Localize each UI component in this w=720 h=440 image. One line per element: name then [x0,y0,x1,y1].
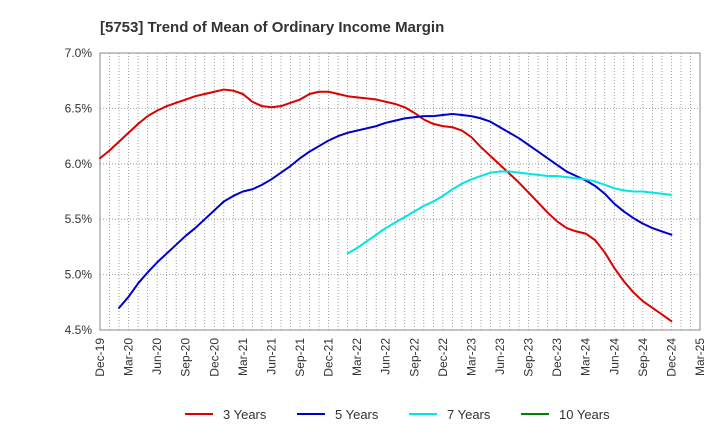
series-group [99,88,673,323]
x-tick-label: Dec-21 [322,338,336,377]
chart-title: [5753] Trend of Mean of Ordinary Income … [100,19,444,36]
series-line-5-years [118,112,673,309]
x-tick-label: Sep-24 [636,338,650,377]
grid [100,53,700,330]
x-tick-label: Sep-23 [522,338,536,377]
legend-label: 5 Years [335,407,379,422]
x-axis: Dec-19 Mar-20 Jun-20 Sep-20 Dec-20 Mar-21 Jun-… [93,338,707,377]
x-tick-label: Mar-25 [693,338,707,376]
x-tick-label: Dec-23 [550,338,564,377]
y-tick-label: 5.0% [65,268,93,282]
x-tick-label: Dec-24 [664,338,678,377]
legend-label: 7 Years [447,407,491,422]
plot-area [99,52,701,331]
y-axis: 4.5% 5.0% 5.5% 6.0% 6.5% 7.0% [65,46,93,337]
y-tick-label: 4.5% [65,323,93,337]
x-tick-label: Sep-20 [179,338,193,377]
legend-label: 10 Years [559,407,610,422]
x-tick-label: Sep-22 [407,338,421,377]
x-tick-label: Mar-24 [579,338,593,376]
x-tick-label: Jun-23 [493,338,507,375]
x-tick-label: Mar-20 [122,338,136,376]
x-tick-label: Jun-22 [379,338,393,375]
x-tick-label: Jun-20 [150,338,164,375]
x-tick-label: Dec-19 [93,338,107,377]
y-tick-label: 7.0% [65,46,93,60]
x-tick-label: Jun-21 [264,338,278,375]
x-tick-label: Mar-21 [236,338,250,376]
y-tick-label: 6.0% [65,157,93,171]
x-tick-label: Dec-22 [436,338,450,377]
y-tick-label: 6.5% [65,101,93,115]
legend: 3 Years 5 Years 7 Years 10 Years [185,407,610,422]
x-tick-label: Jun-24 [607,338,621,375]
legend-label: 3 Years [223,407,267,422]
x-tick-label: Dec-20 [207,338,221,377]
x-tick-label: Mar-23 [464,338,478,376]
y-tick-label: 5.5% [65,212,93,226]
x-tick-label: Mar-22 [350,338,364,376]
series-line-7-years [346,170,673,255]
series-line-3-years [99,88,673,323]
x-tick-label: Sep-21 [293,338,307,377]
